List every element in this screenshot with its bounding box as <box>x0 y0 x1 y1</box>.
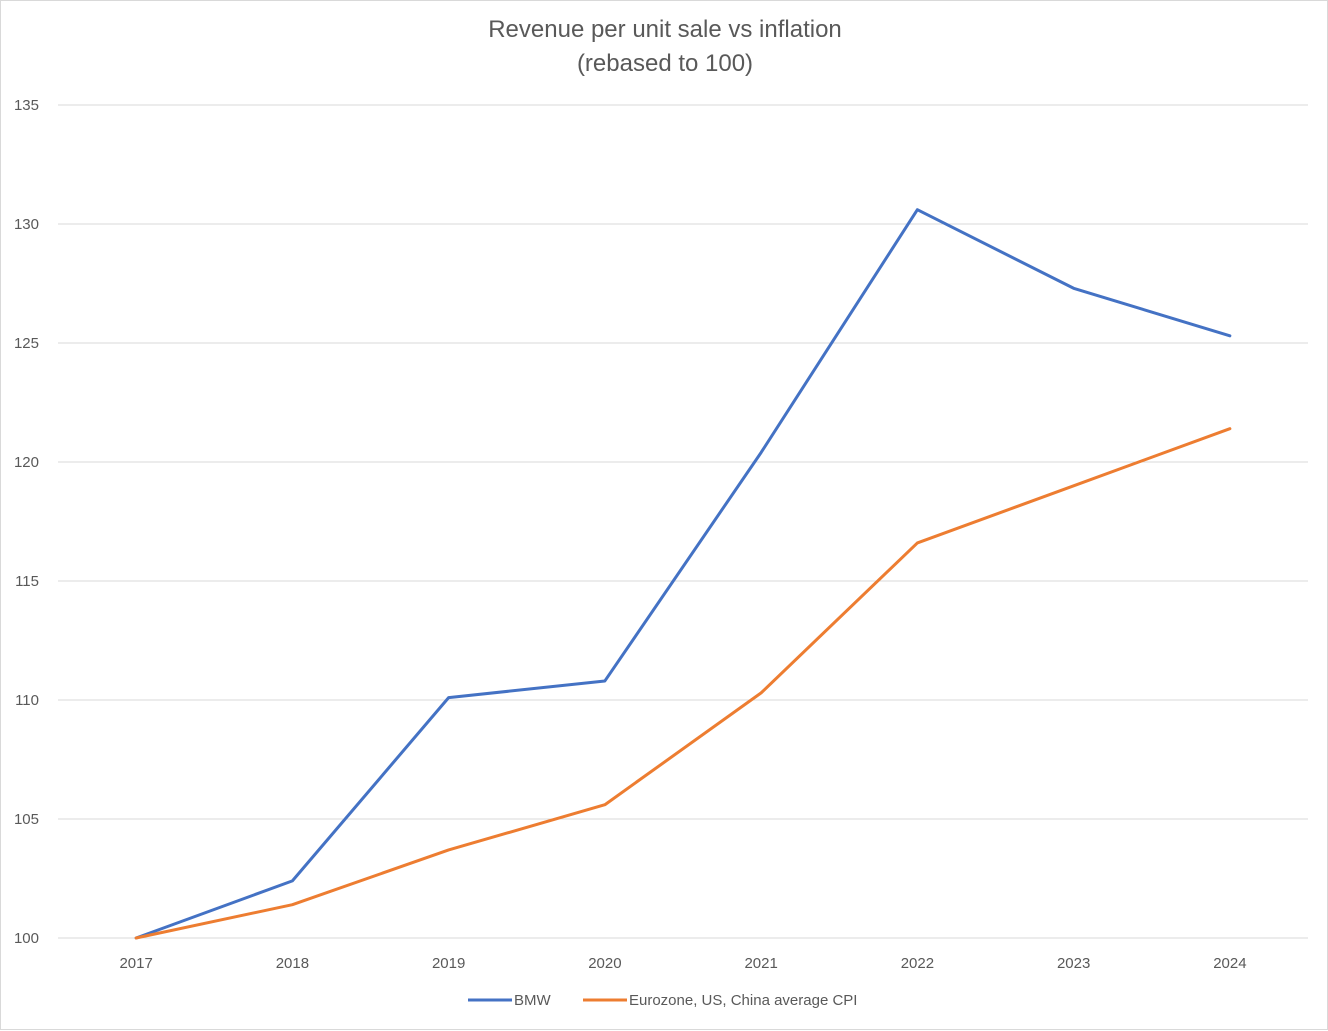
x-tick-label: 2018 <box>276 955 309 972</box>
x-tick-label: 2024 <box>1213 955 1246 972</box>
series-lines <box>134 208 1232 940</box>
x-axis-ticks: 2017 2018 2019 2020 2021 2022 2023 2024 <box>119 955 1246 972</box>
chart-subtitle: (rebased to 100) <box>577 50 753 77</box>
x-tick-label: 2021 <box>744 955 777 972</box>
legend: BMW Eurozone, US, China average CPI <box>468 992 857 1009</box>
series-line-0 <box>134 208 1232 940</box>
y-tick-label: 105 <box>14 811 39 828</box>
x-tick-label: 2020 <box>588 955 621 972</box>
y-tick-label: 130 <box>14 216 39 233</box>
y-axis-ticks: 100 105 110 115 120 125 130 135 <box>14 97 39 947</box>
x-tick-label: 2017 <box>119 955 152 972</box>
y-tick-label: 125 <box>14 335 39 352</box>
legend-label-0: BMW <box>514 992 552 1009</box>
y-tick-label: 135 <box>14 97 39 114</box>
y-tick-label: 100 <box>14 930 39 947</box>
x-tick-label: 2022 <box>901 955 934 972</box>
y-tick-label: 120 <box>14 454 39 471</box>
series-line-1 <box>134 427 1232 940</box>
y-tick-label: 115 <box>15 573 39 590</box>
x-tick-label: 2019 <box>432 955 465 972</box>
legend-label-1: Eurozone, US, China average CPI <box>629 992 857 1009</box>
y-tick-label: 110 <box>15 692 39 709</box>
chart-title: Revenue per unit sale vs inflation <box>488 16 842 43</box>
gridlines <box>58 104 1308 939</box>
x-tick-label: 2023 <box>1057 955 1090 972</box>
